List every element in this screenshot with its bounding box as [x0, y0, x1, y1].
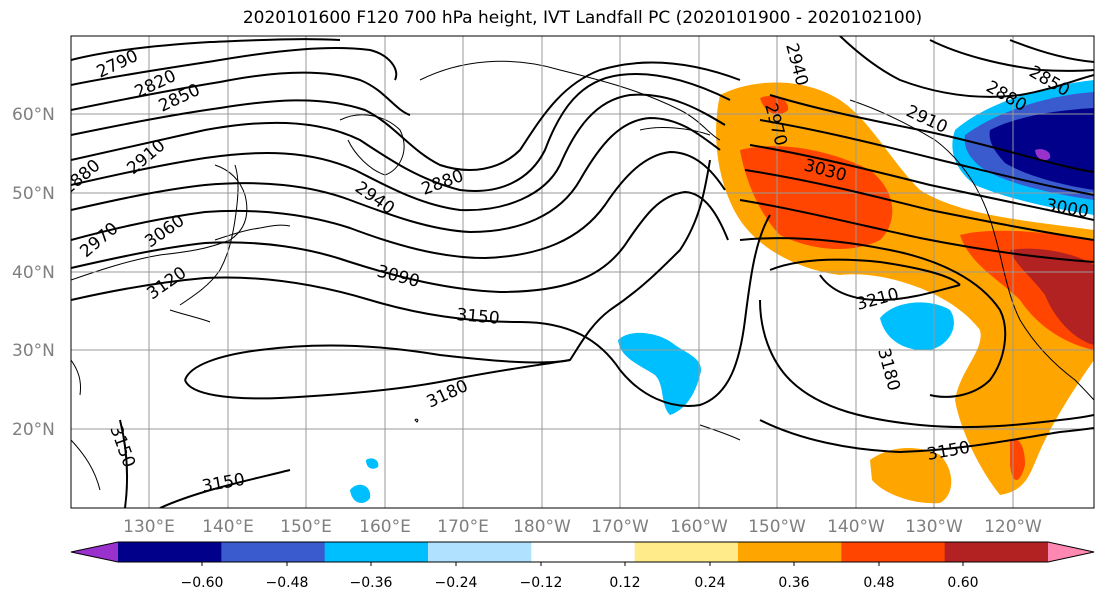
- colorbar-extend-max: [1048, 542, 1094, 562]
- colorbar-tick-label: −0.36: [350, 575, 393, 591]
- colorbar-segment: [221, 542, 326, 562]
- map-title: 2020101600 F120 700 hPa height, IVT Land…: [242, 8, 923, 28]
- colorbar-tick-label: 0.12: [609, 575, 640, 591]
- colorbar-extend-min: [71, 542, 118, 562]
- contour-label: 3150: [456, 305, 501, 329]
- lon-label: 170°W: [591, 517, 649, 537]
- longitude-labels: 130°E 140°E 150°E 160°E 170°E 180°W 170°…: [123, 517, 1042, 537]
- lat-label: 50°N: [12, 184, 55, 204]
- gridlines: [71, 36, 1094, 508]
- colorbar-tick-label: 0.36: [778, 575, 809, 591]
- latitude-labels: 60°N 50°N 40°N 30°N 20°N: [12, 105, 55, 440]
- colorbar-ticks: −0.60 −0.48 −0.36 −0.24 −0.12 0.12 0.24 …: [181, 575, 979, 591]
- colorbar-segment: [841, 542, 946, 562]
- colorbar-segment: [324, 542, 429, 562]
- colorbar-tick-label: −0.12: [520, 575, 563, 591]
- colorbar-segment: [531, 542, 636, 562]
- lon-label: 140°E: [202, 517, 254, 537]
- colorbar-tick-label: 0.24: [694, 575, 725, 591]
- colorbar-segment: [428, 542, 532, 562]
- colorbar-outline: [70, 541, 1095, 563]
- lat-label: 40°N: [12, 263, 55, 283]
- colorbar-tick-label: −0.24: [435, 575, 478, 591]
- ivt-positive-shading: [716, 82, 1094, 504]
- colorbar-segment: [634, 542, 739, 562]
- lon-label: 180°W: [513, 517, 571, 537]
- lon-label: 160°E: [359, 517, 411, 537]
- lat-label: 60°N: [12, 105, 55, 125]
- lon-label: 140°W: [827, 517, 885, 537]
- colorbar-tick-label: 0.60: [947, 575, 978, 591]
- height-contours: [71, 36, 1094, 508]
- lat-label: 30°N: [12, 341, 55, 361]
- lon-label: 130°W: [905, 517, 963, 537]
- colorbar-tick-label: −0.60: [181, 575, 224, 591]
- lat-label: 20°N: [12, 420, 55, 440]
- colorbar-tick-label: 0.48: [863, 575, 894, 591]
- lon-label: 160°W: [670, 517, 728, 537]
- colorbar-segment: [738, 542, 842, 562]
- colorbar-tick-label: −0.48: [266, 575, 309, 591]
- colorbar-segment: [944, 542, 1049, 562]
- lon-label: 170°E: [437, 517, 489, 537]
- colorbar: [70, 541, 1095, 566]
- lon-label: 120°W: [984, 517, 1042, 537]
- coastlines: [71, 60, 1094, 491]
- lon-label: 150°W: [748, 517, 806, 537]
- lon-label: 130°E: [123, 517, 175, 537]
- map-panel: 2790 2820 2850 2910 2880 2970 3060 3120 …: [71, 36, 1094, 508]
- map-border: [70, 35, 1095, 509]
- lon-label: 150°E: [280, 517, 332, 537]
- colorbar-segment: [118, 542, 222, 562]
